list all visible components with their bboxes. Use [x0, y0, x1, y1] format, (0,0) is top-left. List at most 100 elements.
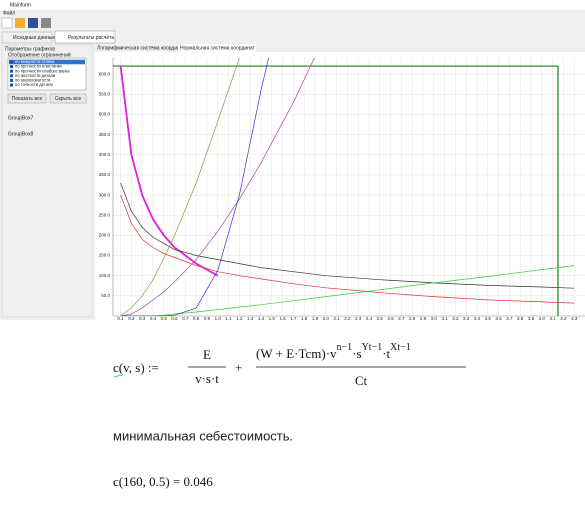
x-tick-label: 3.8	[517, 316, 524, 321]
y-tick-label: 600.0	[99, 71, 111, 76]
series-line	[120, 58, 240, 316]
toolbar-new[interactable]	[1, 17, 13, 29]
x-tick-label: 3.2	[452, 316, 459, 321]
menu-item[interactable]: Файл	[3, 9, 15, 16]
x-tick-label: 0.2	[128, 316, 135, 321]
checkbox[interactable]	[10, 60, 13, 64]
y-tick-label: 200.0	[99, 233, 111, 238]
title-bar	[0, 0, 585, 10]
toolbar-open[interactable]	[15, 18, 25, 28]
x-tick-label: 3.4	[474, 316, 481, 321]
chart-tab-active[interactable]	[178, 44, 256, 52]
tab-label[interactable]: Результаты расчёта	[68, 35, 114, 41]
x-tick-label: 0.8	[193, 316, 200, 321]
x-tick-label: 3.0	[431, 316, 438, 321]
x-tick-label: 4.1	[549, 316, 556, 321]
formula-denominator: v·s·t	[195, 371, 219, 386]
toolbar-print[interactable]	[41, 18, 51, 28]
x-tick-label: 2.4	[366, 316, 373, 321]
button[interactable]	[7, 93, 47, 104]
series-line	[120, 58, 269, 316]
x-tick-label: 2.7	[398, 316, 405, 321]
x-tick-label: 1.9	[312, 316, 319, 321]
series-line	[120, 182, 575, 289]
x-tick-label: 1.7	[290, 316, 297, 321]
x-tick-label: 4.0	[539, 316, 546, 321]
x-tick-label: 0.3	[139, 316, 146, 321]
y-tick-label: 250.0	[99, 212, 111, 217]
list-item[interactable]: по жесткости детали	[15, 73, 56, 78]
checkbox[interactable]	[10, 78, 13, 82]
x-tick-label: 0.7	[182, 316, 189, 321]
button-label[interactable]: Скрыть все	[55, 96, 82, 102]
panel-title: Параметры графиков	[5, 46, 55, 52]
tab[interactable]	[1, 31, 53, 44]
x-tick-label: 0.5	[161, 316, 168, 321]
x-tick-label: 2.6	[387, 316, 394, 321]
toolbar-save[interactable]	[28, 18, 38, 28]
checkbox[interactable]	[10, 83, 13, 87]
x-tick-label: 1.5	[269, 316, 276, 321]
caption: минимальная себестоимость.	[113, 428, 293, 443]
y-tick-label: 350.0	[99, 172, 111, 177]
x-tick-label: 1.2	[236, 316, 243, 321]
y-tick-label: 100.0	[99, 273, 111, 278]
checkbox[interactable]	[10, 65, 13, 69]
x-tick-label: 2.1	[333, 316, 340, 321]
chart-tab[interactable]: Логарифмическая система координат	[97, 45, 186, 51]
result: c(160, 0.5) = 0.046	[113, 474, 213, 489]
y-tick-label: 150.0	[99, 253, 111, 258]
x-tick-label: 4.2	[560, 316, 567, 321]
y-tick-label: 550.0	[99, 91, 111, 96]
x-tick-label: 2.2	[344, 316, 351, 321]
panel-subtitle: Отображение ограничений	[8, 51, 71, 58]
side-panel	[1, 44, 93, 318]
x-tick-label: 2.0	[323, 316, 330, 321]
button-label[interactable]: Показать все	[12, 96, 43, 102]
formula-plus: +	[235, 360, 242, 375]
spell-mark	[113, 374, 123, 378]
y-tick-label: 450.0	[99, 132, 111, 137]
chart-area	[95, 52, 585, 320]
tab-label[interactable]: Исходные данные	[13, 35, 55, 41]
x-tick-label: 0.4	[150, 316, 157, 321]
x-tick-label: 3.1	[441, 316, 448, 321]
chart-tab[interactable]: Нормальная система координат	[180, 45, 256, 51]
formula-denominator: Ct	[355, 373, 368, 388]
x-tick-label: 1.8	[301, 316, 308, 321]
y-tick-label: 400.0	[99, 152, 111, 157]
x-tick-label: 3.3	[463, 316, 470, 321]
series-line	[120, 58, 315, 316]
formula-lhs: c(v, s) :=	[113, 360, 159, 375]
group-label: GroupBox8	[8, 131, 34, 137]
list-item[interactable]: по шероховатости	[15, 78, 51, 83]
list-item[interactable]: по прочности слабого звена	[15, 68, 70, 73]
formula-numerator: E	[203, 347, 211, 362]
x-tick-label: 2.8	[409, 316, 416, 321]
x-tick-label: 3.6	[495, 316, 502, 321]
window-title: Mainform	[10, 2, 31, 8]
formula-numerator: (W + E·Tcm)·vn−1·sYt−1·tXt−1	[256, 342, 411, 361]
x-tick-label: 3.5	[485, 316, 492, 321]
checkbox[interactable]	[10, 74, 13, 78]
checkbox[interactable]	[10, 69, 13, 73]
tab[interactable]	[54, 30, 116, 44]
list-item[interactable]: по точности детали	[15, 82, 53, 87]
list-item[interactable]: по мощности станка	[15, 59, 55, 64]
button[interactable]	[49, 93, 87, 104]
series-line	[119, 65, 219, 277]
series-line	[120, 265, 575, 316]
y-tick-label: 50.0	[101, 293, 110, 298]
y-tick-label: 500.0	[99, 112, 111, 117]
x-tick-label: 1.1	[225, 316, 232, 321]
selected-row	[9, 59, 85, 65]
y-tick-label: 300.0	[99, 192, 111, 197]
x-tick-label: 2.5	[377, 316, 384, 321]
x-tick-label: 0.6	[171, 316, 178, 321]
x-tick-label: 1.3	[247, 316, 254, 321]
x-tick-label: 3.7	[506, 316, 513, 321]
series-line	[120, 194, 575, 304]
x-tick-label: 2.9	[420, 316, 427, 321]
list-item[interactable]: по прочности пластинки	[15, 64, 62, 69]
